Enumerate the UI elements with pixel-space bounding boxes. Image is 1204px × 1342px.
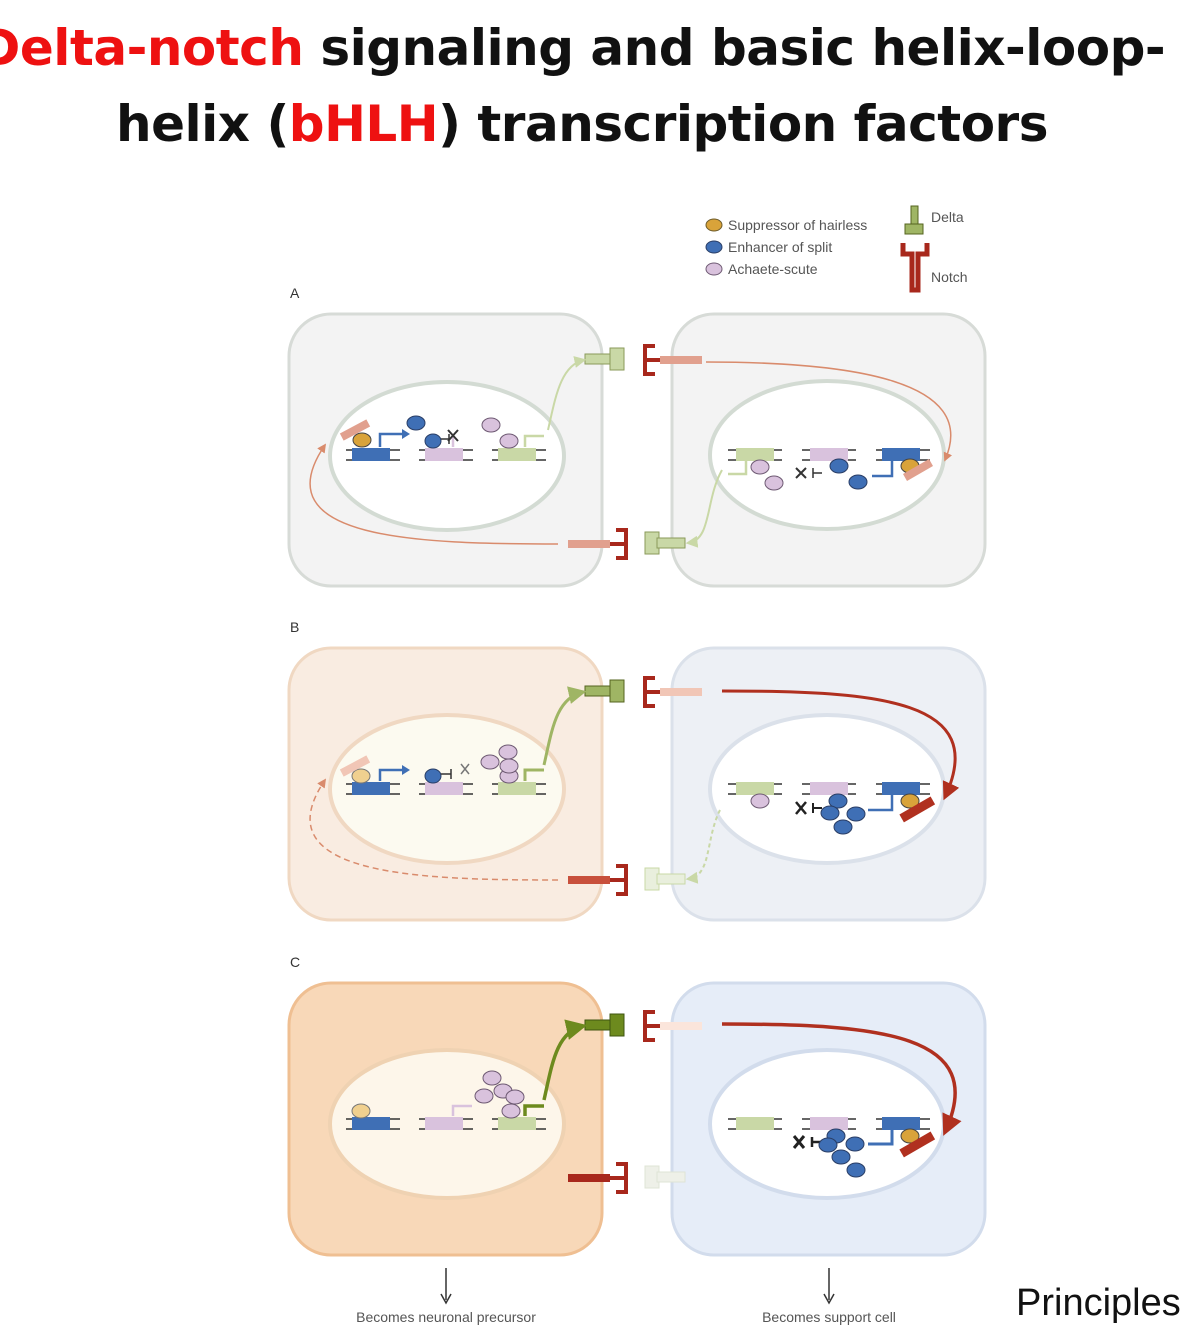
arrow-c-notch-signal-right (721, 1022, 962, 1136)
notch-c-top (643, 1010, 702, 1042)
arrow-a-notch-signal-left (309, 443, 559, 545)
achaete-legend-icon (705, 262, 723, 276)
notch-legend-icon (900, 243, 930, 293)
legend: Suppressor of hairless Enhancer of split… (705, 205, 968, 293)
gene-enhancer-a-left (339, 419, 410, 461)
suppressor-legend-icon (705, 218, 723, 232)
gene-achaete-b-left (419, 763, 473, 795)
title-highlight-delta-notch: Delta-notch (0, 19, 304, 77)
title-text-1: signaling and basic helix-loop- (303, 19, 1166, 77)
gene-achaete-c-left (419, 1104, 473, 1130)
legend-enhancer-label: Enhancer of split (728, 239, 832, 255)
page-title-line-1: Delta-notch signaling and basic helix-lo… (0, 18, 1174, 78)
panel-a: A (287, 285, 987, 588)
notch-b-top (643, 676, 702, 708)
gene-achaete-c-right (792, 1117, 866, 1178)
arrow-b-notch-signal-right (721, 689, 960, 801)
legend-delta-label: Delta (931, 209, 964, 225)
page-title-line-2: helix (bHLH) transcription factors (0, 94, 1184, 154)
legend-suppressor-label: Suppressor of hairless (728, 217, 867, 233)
panel-b: B (287, 619, 987, 922)
gene-achaete-a-left (406, 415, 473, 461)
gene-enhancer-c-left (346, 1103, 400, 1130)
gene-achaete-a-right (795, 448, 868, 490)
gene-enhancer-a-right (872, 448, 933, 481)
title-highlight-bhlh: bHLH (288, 95, 439, 153)
legend-notch-label: Notch (931, 269, 968, 285)
down-arrowhead-icon (440, 1293, 452, 1305)
notch-a-bottom (568, 528, 628, 560)
title-text-2b: ) transcription factors (438, 95, 1048, 153)
gene-delta-b-left (480, 744, 546, 795)
gene-delta-c-right (728, 1117, 782, 1130)
gene-enhancer-b-right (868, 782, 936, 823)
delta-legend-icon (904, 205, 924, 235)
enhancer-legend-icon (705, 240, 723, 254)
panel-a-label: A (290, 285, 300, 301)
arrow-a-delta-out-right (685, 469, 723, 548)
outcome-left: Becomes neuronal precursor (356, 1268, 536, 1325)
delta-a-bottom (644, 531, 686, 555)
gene-delta-a-left (481, 417, 546, 461)
outcome-left-label: Becomes neuronal precursor (356, 1309, 536, 1325)
arrow-b-notch-signal-left (309, 778, 559, 881)
notch-a-top (643, 344, 702, 376)
panel-c: C (287, 954, 987, 1257)
arrow-b-delta-out-left (542, 686, 587, 766)
corner-caption: Principles (1016, 1282, 1181, 1324)
outcome-right-label: Becomes support cell (762, 1309, 896, 1325)
gene-enhancer-c-right (868, 1117, 936, 1158)
arrow-c-delta-out-left (542, 1019, 588, 1101)
title-text-2a: helix ( (116, 95, 289, 153)
gene-delta-c-left (474, 1070, 546, 1130)
notch-b-bottom (568, 864, 628, 896)
delta-b-bottom (644, 867, 686, 891)
panel-b-label: B (290, 619, 299, 635)
legend-achaete-label: Achaete-scute (728, 261, 818, 277)
notch-c-bottom (568, 1162, 628, 1194)
arrow-a-notch-signal-right (705, 361, 953, 462)
arrow-a-delta-out-left (547, 356, 587, 431)
down-arrowhead-icon (823, 1293, 835, 1305)
arrow-b-delta-out-right (685, 809, 721, 884)
delta-c-bottom (644, 1165, 686, 1189)
panel-c-label: C (290, 954, 300, 970)
gene-enhancer-b-left (339, 755, 410, 795)
gene-achaete-b-right (795, 782, 866, 835)
gene-delta-a-right (728, 448, 784, 491)
outcome-right: Becomes support cell (762, 1268, 896, 1325)
gene-delta-b-right (728, 782, 782, 809)
